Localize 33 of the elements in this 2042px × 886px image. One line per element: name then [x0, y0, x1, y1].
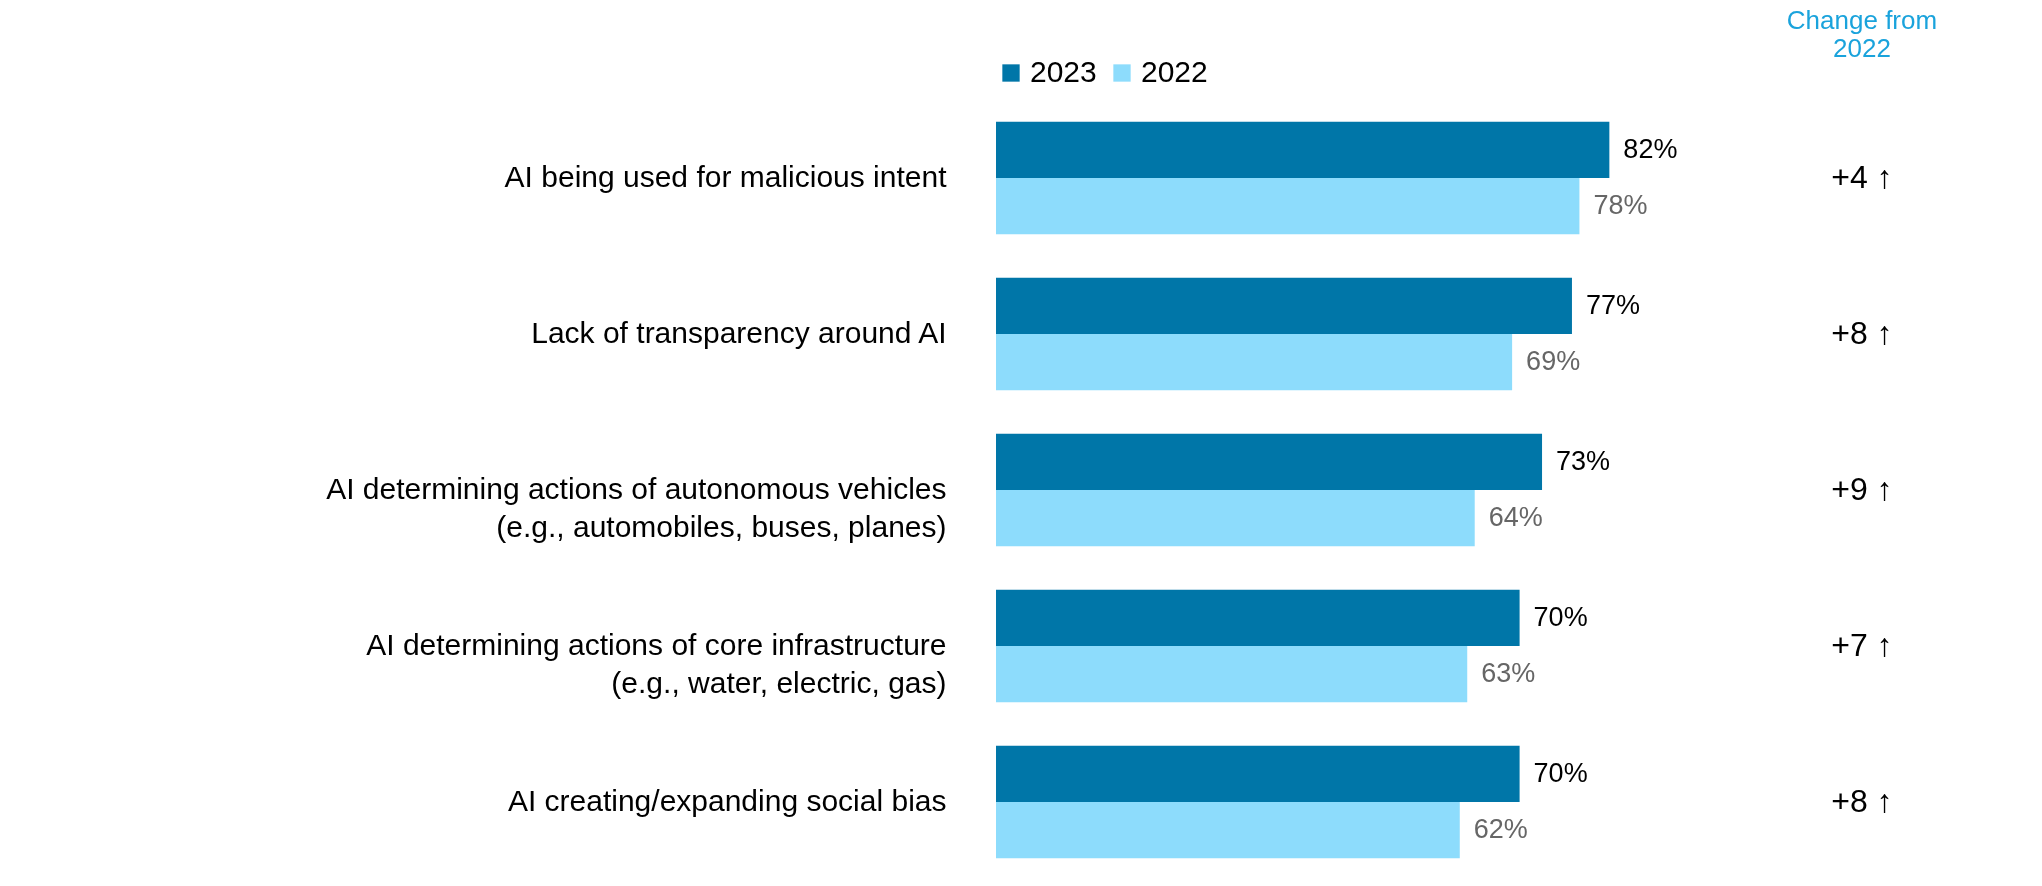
bar	[996, 178, 1580, 235]
bar	[996, 277, 1572, 334]
data-label: 70%	[1533, 757, 1588, 788]
data-label: 73%	[1556, 445, 1611, 476]
text: +8 ↑	[1831, 783, 1893, 819]
legend-label: 2022	[1141, 55, 1208, 88]
bar	[996, 490, 1475, 547]
data-label: 69%	[1526, 346, 1581, 377]
bar	[996, 589, 1520, 646]
bar	[996, 646, 1468, 703]
data-label: 82%	[1623, 133, 1678, 164]
bar	[996, 334, 1513, 391]
text: +7 ↑	[1831, 627, 1893, 663]
y-tick-label: AI creating/expanding social bias	[507, 784, 947, 817]
legend-label: 2023	[1030, 55, 1097, 88]
data-label: 70%	[1533, 601, 1588, 632]
text: +9 ↑	[1831, 471, 1893, 507]
bar	[996, 802, 1460, 859]
bar	[996, 433, 1543, 490]
y-tick-label: AI being used for malicious intent	[504, 160, 948, 193]
y-tick-label: Lack of transparency around AI	[531, 316, 947, 349]
bar	[996, 745, 1520, 802]
data-label: 62%	[1473, 814, 1528, 845]
y-tick-label: AI determining actions of core infrastructure (e.g., water, electric, gas)	[366, 628, 947, 699]
data-label: 78%	[1593, 190, 1648, 221]
bar	[996, 121, 1610, 178]
text: Change from 2022	[1786, 5, 1938, 63]
data-label: 64%	[1488, 502, 1543, 533]
y-tick-label: AI determining actions of autonomous vehicles (e.g., automobiles, buses, planes)	[326, 472, 947, 543]
text: +8 ↑	[1831, 315, 1893, 351]
data-label: 77%	[1585, 289, 1641, 320]
text: +4 ↑	[1831, 159, 1893, 195]
data-label: 63%	[1481, 658, 1536, 689]
